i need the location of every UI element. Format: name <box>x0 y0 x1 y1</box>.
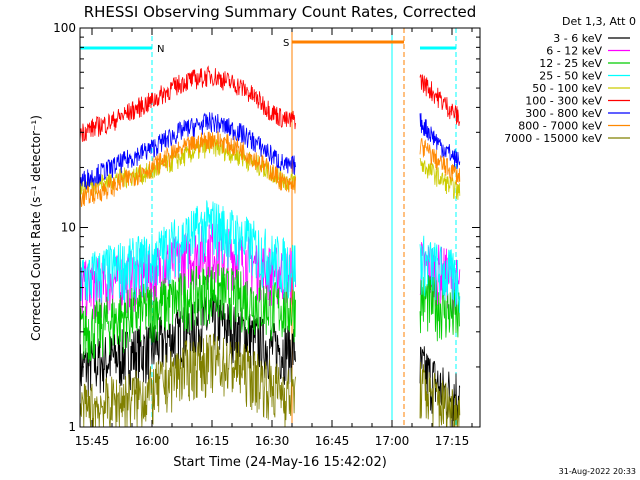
series-line-2-0 <box>79 263 296 363</box>
x-tick-label-2: 16:15 <box>195 434 230 448</box>
annotation-bars: NS <box>80 38 456 55</box>
chart-title: RHESSI Observing Summary Count Rates, Co… <box>84 3 477 21</box>
x-tick-label-0: 15:45 <box>75 434 110 448</box>
x-tick-label-1: 16:00 <box>135 434 170 448</box>
x-tick-label-3: 16:30 <box>255 434 290 448</box>
plot-area: NS 15:45 16:00 16:15 16:30 16:45 17:00 17:15 1… <box>53 21 481 448</box>
y-tick-label-0: 1 <box>68 420 76 434</box>
generation-timestamp: 31-Aug-2022 20:33 <box>559 467 636 476</box>
x-axis-label: Start Time (24-May-16 15:42:02) <box>173 455 387 470</box>
x-tick-label-4: 16:45 <box>315 434 350 448</box>
series-line-4-0 <box>79 135 296 197</box>
series-line-7-0 <box>79 131 296 208</box>
annotation-label-2: S <box>283 38 289 49</box>
x-tick-label-5: 17:00 <box>375 434 410 448</box>
x-axis-ticks: 15:45 16:00 16:15 16:30 16:45 17:00 17:15 <box>75 28 473 448</box>
annotation-label-0: N <box>157 44 164 55</box>
series-line-4-1 <box>419 157 461 200</box>
series-line-5-0 <box>79 65 296 142</box>
series-line-6-1 <box>419 113 461 170</box>
legend-title: Det 1,3, Att 0 <box>562 15 636 28</box>
legend-entry-label-4: 50 - 100 keV <box>532 82 602 95</box>
legend-entry-label-5: 100 - 300 keV <box>525 95 602 108</box>
series-line-7-1 <box>419 138 461 185</box>
y-tick-label-1: 10 <box>61 221 76 235</box>
legend-entry-label-3: 25 - 50 keV <box>539 70 602 83</box>
legend-entry-label-2: 12 - 25 keV <box>539 57 602 70</box>
x-tick-label-6: 17:15 <box>435 434 470 448</box>
series-line-0-1 <box>419 346 461 425</box>
y-tick-label-2: 100 <box>53 21 76 35</box>
legend-entry-label-6: 300 - 800 keV <box>525 107 602 120</box>
legend-entry-label-1: 6 - 12 keV <box>546 45 602 58</box>
series-line-6-0 <box>79 112 296 190</box>
y-axis-ticks: 1 10 100 <box>53 21 480 434</box>
series-line-3-1 <box>419 235 461 313</box>
legend-entry-label-8: 7000 - 15000 keV <box>504 132 602 145</box>
series-line-3-0 <box>79 200 296 303</box>
series-line-8-0 <box>79 333 296 428</box>
series-layer <box>79 65 461 428</box>
series-line-5-1 <box>419 74 461 126</box>
series-line-2-1 <box>419 275 460 342</box>
y-axis-label: Corrected Count Rate (s⁻¹ detector⁻¹) <box>29 115 43 341</box>
legend-entry-label-7: 800 - 7000 keV <box>518 120 602 133</box>
legend-entry-label-0: 3 - 6 keV <box>553 32 602 45</box>
